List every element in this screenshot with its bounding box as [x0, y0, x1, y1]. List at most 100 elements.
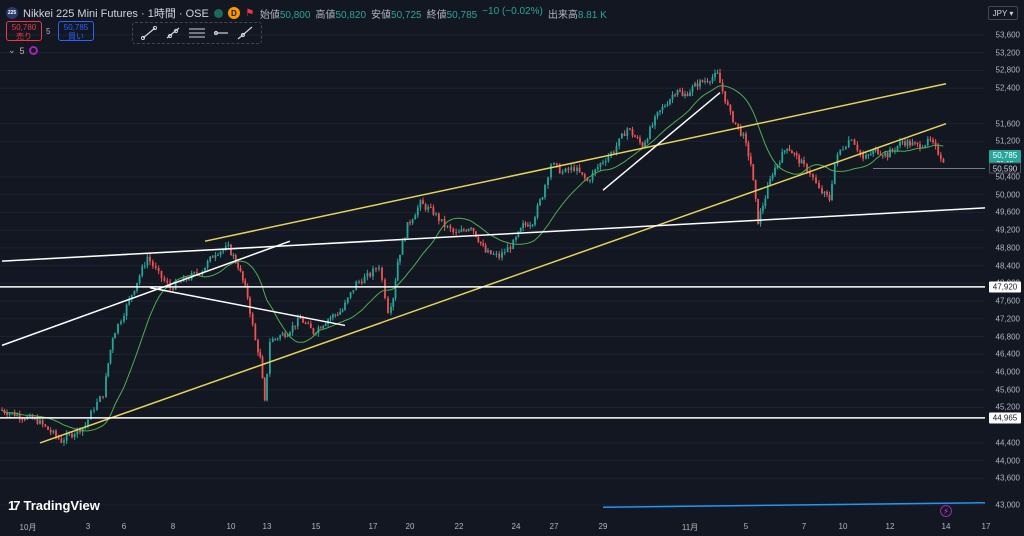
candle-body [304, 322, 307, 324]
candle-body [901, 141, 904, 143]
candle-body [344, 302, 346, 310]
candle-body [8, 413, 11, 415]
ray-tool-icon[interactable] [162, 24, 184, 42]
candle-body [449, 226, 452, 229]
candle-body [671, 94, 674, 100]
candle-body [39, 420, 41, 424]
candle-body [836, 154, 839, 164]
candle-body [322, 325, 325, 329]
time-tick-label: 17 [368, 522, 378, 531]
candle-body [742, 133, 745, 136]
candle-body [196, 272, 198, 274]
candle-body [764, 198, 767, 207]
price-label-50590: 50,590 [989, 162, 1021, 174]
flag-icon[interactable]: ⚑ [245, 7, 255, 19]
candle-body [524, 223, 527, 225]
candle-body [462, 229, 465, 231]
candle-body [419, 200, 422, 208]
candle-body [934, 142, 937, 146]
candle-body [401, 240, 404, 255]
candle-body [666, 104, 669, 106]
candle-body [416, 207, 419, 216]
candle-body [204, 267, 206, 272]
candle-body [279, 335, 282, 339]
currency-select[interactable]: JPY ▾ [988, 6, 1018, 20]
candle-body [594, 169, 597, 173]
candle-body [749, 156, 752, 165]
candle-body [6, 412, 8, 415]
candle-body [526, 224, 529, 227]
channel-tool-icon[interactable] [186, 24, 208, 42]
candle-body [299, 317, 302, 319]
candle-body [615, 146, 618, 153]
candle-body [564, 168, 567, 172]
trend-line-tool-icon[interactable] [138, 24, 160, 42]
price-tick-label: 52,800 [995, 65, 1020, 75]
tradingview-logo[interactable]: 17 TradingView [8, 498, 100, 513]
candle-body [241, 271, 244, 281]
horizontal-ray-tool-icon[interactable] [210, 24, 232, 42]
candle-body [214, 254, 217, 258]
time-tick-label: 10 [226, 522, 236, 531]
candle-body [821, 188, 823, 194]
time-tick-label: 20 [405, 522, 415, 531]
lightning-icon[interactable]: ⚡ [940, 505, 952, 517]
upper-channel-line [204, 83, 947, 242]
price-tick-label: 47,600 [995, 296, 1020, 306]
price-label-44965: 44,965 [989, 412, 1021, 424]
ohlc-values: 始値50,800 高値50,820 安値50,725 終値50,785 −10 (−0.… [260, 6, 607, 21]
candle-body [869, 154, 872, 156]
candle-body [172, 288, 174, 290]
indicator-toggle[interactable]: ⌄ 5 [8, 45, 38, 56]
candle-body [649, 127, 651, 139]
candle-body [188, 279, 190, 281]
candle-body [815, 177, 817, 184]
candle-body [261, 356, 264, 379]
candle-body [679, 89, 681, 92]
candle-body [646, 138, 649, 143]
symbol-title[interactable]: Nikkei 225 Mini Futures · 1時間 · OSE [23, 8, 209, 20]
candle-body [394, 280, 397, 299]
candle-body [440, 219, 443, 221]
candle-body [435, 213, 437, 215]
candle-body [336, 314, 339, 316]
candle-body [479, 241, 482, 244]
extended-line-tool-icon[interactable] [234, 24, 256, 42]
candle-body [23, 419, 26, 421]
candle-body [661, 106, 664, 111]
price-tick-label: 46,800 [995, 332, 1020, 341]
time-tick-label: 17 [981, 522, 991, 531]
candle-body [467, 228, 470, 232]
moving-average [1, 85, 944, 432]
candle-body [409, 222, 411, 224]
candle-body [31, 415, 34, 419]
buy-button[interactable]: 50,785 買い [58, 21, 94, 41]
candle-body [484, 245, 487, 253]
candle-body [711, 77, 714, 82]
candle-body [324, 323, 327, 326]
price-tick-label: 48,800 [995, 243, 1020, 253]
market-status-icon [213, 8, 223, 18]
candle-body [899, 141, 901, 146]
candle-body [847, 140, 850, 148]
candle-body [482, 243, 485, 246]
candle-body [73, 434, 76, 438]
candle-body [60, 438, 63, 443]
sell-button[interactable]: 50,780 売り [6, 21, 42, 41]
candle-body [117, 323, 119, 334]
candle-body [558, 164, 561, 174]
candle-body [676, 89, 679, 96]
candle-body [387, 298, 389, 313]
chart-grid [0, 34, 985, 506]
candle-body [309, 323, 312, 329]
candle-body [583, 174, 586, 179]
candle-body [263, 378, 266, 401]
candle-body [791, 150, 793, 154]
candle-body [294, 325, 297, 327]
time-tick-label: 15 [311, 522, 321, 531]
candle-body [798, 155, 801, 164]
candle-body [286, 335, 289, 337]
candle-body [411, 219, 414, 224]
candle-body [334, 314, 337, 316]
